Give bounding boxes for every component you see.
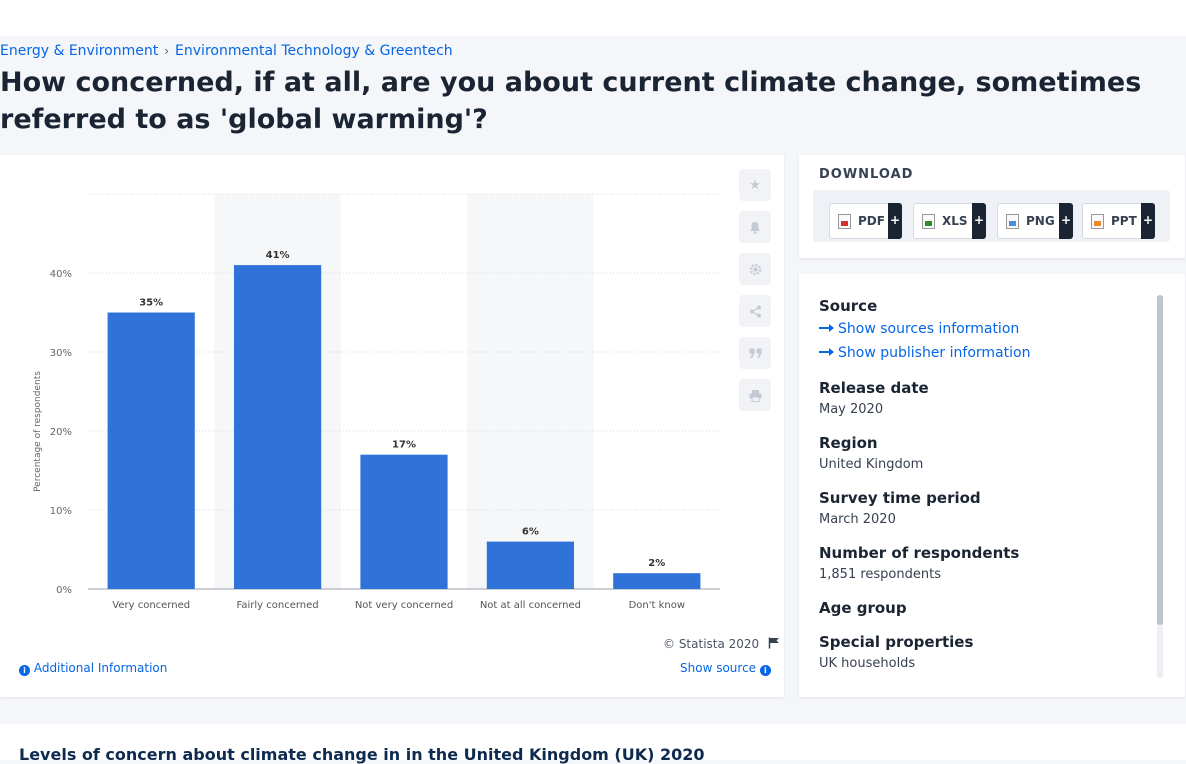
y-tick-label: 30% xyxy=(50,348,72,359)
breadcrumb-energy[interactable]: Energy & Environment xyxy=(0,43,159,59)
y-tick-label: 40% xyxy=(50,269,72,280)
metadata-card: Source Show sources information Show pub… xyxy=(799,274,1185,697)
xls-file-icon xyxy=(922,213,935,229)
data-label: 35% xyxy=(139,298,163,309)
download-png-label: PNG xyxy=(1026,214,1055,228)
respondents-label: Number of respondents xyxy=(819,544,1020,562)
bar xyxy=(233,265,322,589)
survey-period-label: Survey time period xyxy=(819,489,981,507)
gear-icon[interactable] xyxy=(739,253,771,285)
x-tick-label: Very concerned xyxy=(112,600,190,611)
chart-card: 0% 10% 20% 30% 40% Percentage of respondents 3… xyxy=(0,155,784,697)
category-band xyxy=(467,194,594,589)
show-publisher-link[interactable]: Show publisher information xyxy=(819,345,1030,361)
download-ppt-button[interactable]: PPT + xyxy=(1082,203,1155,239)
bell-icon[interactable] xyxy=(739,211,771,243)
region-value: United Kingdom xyxy=(819,457,924,472)
show-sources-label: Show sources information xyxy=(838,321,1020,337)
breadcrumb: Energy & Environment › Environmental Techn… xyxy=(0,43,453,59)
download-pdf-label: PDF xyxy=(858,214,885,228)
description-section: Levels of concern about climate change i… xyxy=(0,724,1186,764)
breadcrumb-greentech[interactable]: Environmental Technology & Greentech xyxy=(175,43,453,59)
download-xls-button[interactable]: XLS + xyxy=(913,203,986,239)
star-icon[interactable]: ★ xyxy=(739,169,771,201)
pdf-file-icon xyxy=(838,213,851,229)
arrow-right-icon xyxy=(819,348,834,356)
show-publisher-label: Show publisher information xyxy=(838,345,1031,361)
x-tick-label: Don't know xyxy=(629,600,685,611)
download-ppt-label: PPT xyxy=(1111,214,1137,228)
x-tick-label: Not very concerned xyxy=(355,600,453,611)
quote-icon[interactable] xyxy=(739,337,771,369)
png-file-icon xyxy=(1006,213,1019,229)
additional-info-link[interactable]: i Additional Information xyxy=(19,661,167,676)
data-label: 17% xyxy=(392,440,416,451)
source-label: Source xyxy=(819,297,878,315)
bar xyxy=(486,541,575,589)
chart-tools: ★ xyxy=(739,169,771,421)
arrow-right-icon xyxy=(819,324,834,332)
y-tick-label: 10% xyxy=(50,506,72,517)
bar xyxy=(107,312,195,589)
download-bar: PDF + XLS + PNG + PPT + xyxy=(813,190,1170,242)
x-tick-label: Fairly concerned xyxy=(237,600,319,611)
additional-info-label: Additional Information xyxy=(33,661,168,675)
download-xls-label: XLS xyxy=(942,214,968,228)
y-axis-label: Percentage of respondents xyxy=(33,371,43,492)
description-title: Levels of concern about climate change i… xyxy=(19,745,705,764)
copyright-text: © Statista 2020 xyxy=(663,637,760,651)
data-label: 41% xyxy=(266,250,290,261)
page-title: How concerned, if at all, are you about … xyxy=(0,67,1142,135)
download-pdf-button[interactable]: PDF + xyxy=(829,203,902,239)
region-label: Region xyxy=(819,434,878,452)
release-date-label: Release date xyxy=(819,379,929,397)
show-source-label: Show source xyxy=(680,661,757,675)
plus-icon[interactable]: + xyxy=(972,203,986,239)
age-group-label: Age group xyxy=(819,599,907,617)
y-tick-label: 0% xyxy=(56,585,72,596)
info-icon: i xyxy=(759,665,771,676)
y-tick-label: 20% xyxy=(50,427,72,438)
x-tick-label: Not at all concerned xyxy=(480,600,581,611)
show-sources-link[interactable]: Show sources information xyxy=(819,321,1019,337)
bar-chart: 0% 10% 20% 30% 40% Percentage of respondents 3… xyxy=(33,193,720,611)
download-title: DOWNLOAD xyxy=(819,167,914,182)
plus-icon[interactable]: + xyxy=(1141,203,1155,239)
data-label: 2% xyxy=(648,558,665,569)
show-source-link[interactable]: Show source i xyxy=(680,661,771,676)
scrollbar-thumb[interactable] xyxy=(1157,295,1163,625)
plus-icon[interactable]: + xyxy=(888,203,902,239)
share-icon[interactable] xyxy=(739,295,771,327)
release-date-value: May 2020 xyxy=(819,402,884,417)
plus-icon[interactable]: + xyxy=(1059,203,1073,239)
copyright: © Statista 2020 xyxy=(663,637,780,651)
ppt-file-icon xyxy=(1091,213,1104,229)
respondents-value: 1,851 respondents xyxy=(819,567,941,582)
download-png-button[interactable]: PNG + xyxy=(997,203,1073,239)
bar xyxy=(613,573,701,589)
survey-period-value: March 2020 xyxy=(819,512,896,527)
info-icon: i xyxy=(19,665,30,676)
breadcrumb-separator: › xyxy=(164,44,170,58)
bar xyxy=(360,454,448,589)
download-card: DOWNLOAD PDF + XLS + PNG + PPT + xyxy=(799,155,1185,258)
top-bar xyxy=(0,0,1186,36)
flag-icon[interactable] xyxy=(768,637,780,649)
special-properties-value: UK households xyxy=(819,656,916,671)
special-properties-label: Special properties xyxy=(819,633,974,651)
print-icon[interactable] xyxy=(739,379,771,411)
data-label: 6% xyxy=(522,527,539,538)
